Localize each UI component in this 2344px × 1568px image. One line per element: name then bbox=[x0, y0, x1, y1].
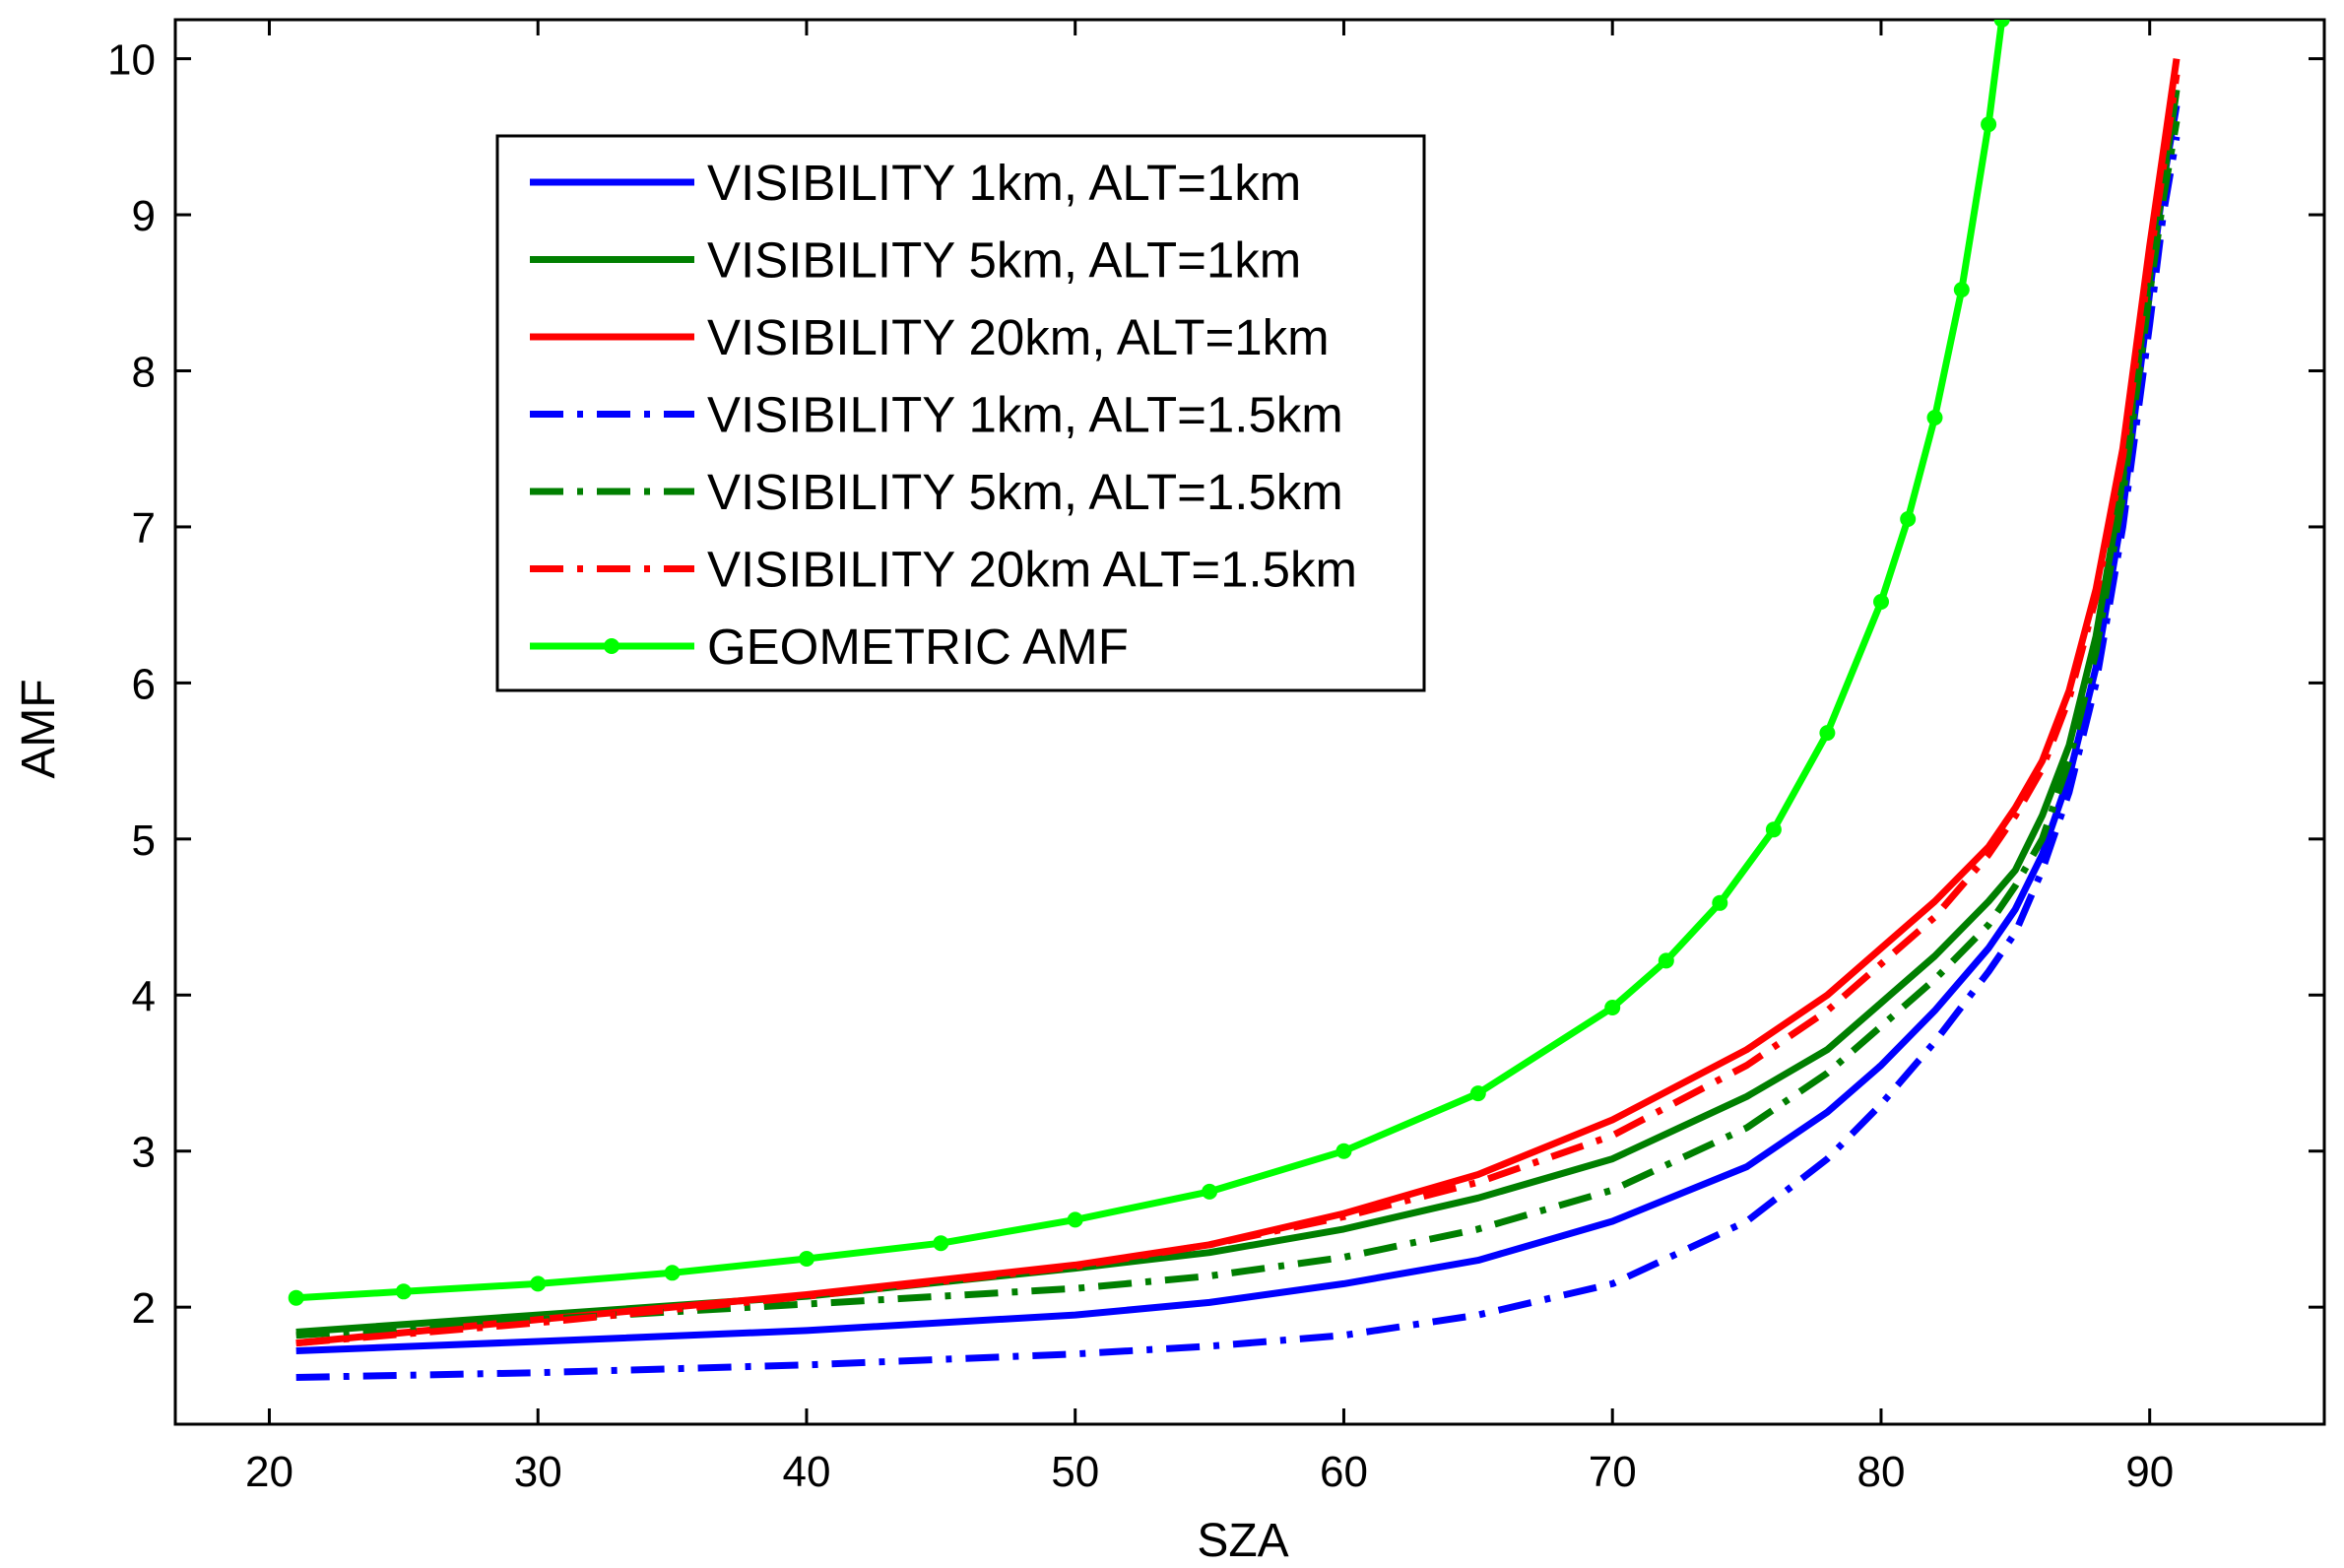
legend: VISIBILITY 1km, ALT=1km VISIBILITY 5km, A… bbox=[495, 134, 1426, 692]
y-tick-label: 5 bbox=[132, 817, 156, 865]
geometric-amf-marker bbox=[1953, 282, 1970, 298]
series-group bbox=[288, 20, 2181, 1381]
geometric-amf-marker bbox=[799, 1251, 814, 1267]
geometric-amf-marker bbox=[933, 1235, 949, 1252]
axis-ticks: 20 30 40 50 60 70 80 90 2 3 4 5 6 7 8 9 10 bbox=[107, 20, 2324, 1496]
geometric-amf-marker bbox=[1900, 511, 1917, 527]
geometric-amf-marker bbox=[664, 1265, 681, 1281]
x-tick-label: 20 bbox=[245, 1448, 293, 1496]
geometric-amf-marker bbox=[395, 1283, 412, 1300]
geometric-amf-marker bbox=[1067, 1211, 1083, 1228]
legend-label-4: VISIBILITY 1km, ALT=1.5km bbox=[707, 387, 1343, 443]
x-tick-label: 90 bbox=[2125, 1448, 2174, 1496]
y-tick-label: 2 bbox=[132, 1284, 156, 1333]
y-tick-label: 4 bbox=[132, 972, 156, 1020]
legend-label-7: GEOMETRIC AMF bbox=[707, 619, 1129, 675]
legend-label-6: VISIBILITY 20km ALT=1.5km bbox=[707, 542, 1357, 598]
geometric-amf-marker bbox=[1469, 1085, 1486, 1102]
x-tick-label: 80 bbox=[1856, 1448, 1905, 1496]
geometric-amf-marker bbox=[1604, 1000, 1621, 1015]
legend-marker bbox=[604, 638, 619, 654]
geometric-amf-marker bbox=[530, 1275, 547, 1292]
y-tick-label: 9 bbox=[132, 192, 156, 240]
geometric-amf-marker bbox=[1993, 20, 2010, 28]
y-tick-label: 7 bbox=[132, 504, 156, 553]
x-tick-label: 40 bbox=[782, 1448, 830, 1496]
geometric-amf-marker bbox=[1658, 952, 1674, 969]
legend-label-3: VISIBILITY 20km, ALT=1km bbox=[707, 309, 1330, 365]
geometric-amf-marker bbox=[288, 1289, 304, 1306]
legend-label-1: VISIBILITY 1km, ALT=1km bbox=[707, 155, 1301, 211]
geometric-amf-marker bbox=[1981, 116, 1997, 133]
series-line-5 bbox=[295, 120, 2181, 1339]
geometric-amf-marker bbox=[1765, 821, 1782, 838]
geometric-amf-marker bbox=[1819, 725, 1836, 742]
series-line-7 bbox=[295, 20, 2006, 1302]
y-tick-label: 8 bbox=[132, 349, 156, 397]
y-tick-label: 10 bbox=[107, 36, 156, 85]
series-line-6 bbox=[295, 74, 2181, 1347]
legend-label-5: VISIBILITY 5km, ALT=1.5km bbox=[707, 464, 1343, 520]
x-tick-label: 30 bbox=[514, 1448, 562, 1496]
geometric-amf-marker bbox=[1202, 1183, 1218, 1200]
x-tick-label: 60 bbox=[1320, 1448, 1368, 1496]
geometric-amf-marker bbox=[1926, 410, 1943, 425]
legend-box bbox=[495, 134, 1426, 692]
y-axis-label: AMF bbox=[13, 679, 65, 778]
geometric-amf-marker bbox=[1335, 1143, 1352, 1159]
y-tick-label: 3 bbox=[132, 1129, 156, 1177]
geometric-amf-marker bbox=[1873, 594, 1889, 610]
series-line-2 bbox=[295, 89, 2181, 1336]
series-line-1 bbox=[295, 104, 2181, 1354]
x-tick-label: 50 bbox=[1051, 1448, 1099, 1496]
x-axis-label: SZA bbox=[1197, 1515, 1288, 1567]
y-tick-label: 6 bbox=[132, 660, 156, 708]
series-line-4 bbox=[295, 136, 2181, 1381]
geometric-amf-marker bbox=[1712, 894, 1728, 911]
legend-items: VISIBILITY 1km, ALT=1km VISIBILITY 5km, A… bbox=[530, 155, 1357, 675]
legend-label-2: VISIBILITY 5km, ALT=1km bbox=[707, 232, 1301, 289]
x-tick-label: 70 bbox=[1589, 1448, 1637, 1496]
